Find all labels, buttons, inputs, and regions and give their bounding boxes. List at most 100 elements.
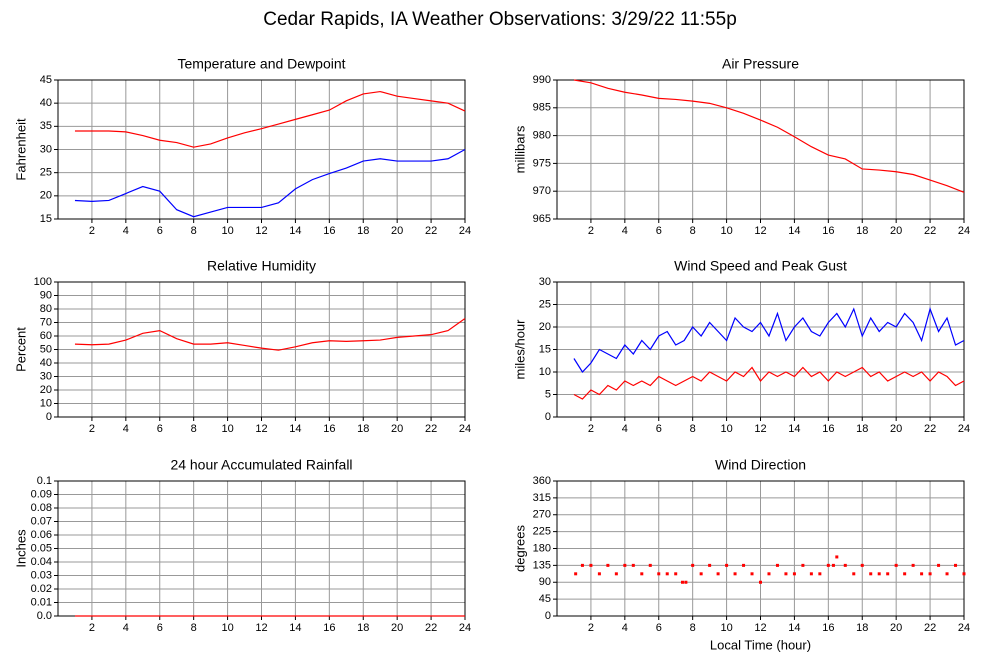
x-tick-label: 22	[425, 622, 437, 634]
y-tick-label: 25	[539, 298, 551, 310]
x-tick-label: 14	[788, 423, 800, 435]
x-tick-label: 6	[656, 423, 662, 435]
x-tick-label: 10	[221, 225, 233, 237]
y-axis-label: millibars	[512, 125, 527, 173]
y-tick-label: 20	[40, 190, 52, 202]
y-axis-label: Inches	[13, 529, 28, 568]
data-point	[784, 572, 788, 576]
y-tick-label: 975	[533, 157, 551, 169]
x-tick-label: 24	[459, 423, 471, 435]
data-point	[657, 572, 661, 576]
x-tick-label: 10	[720, 622, 732, 634]
x-tick-label: 22	[425, 225, 437, 237]
x-tick-label: 12	[754, 622, 766, 634]
y-tick-label: 360	[533, 475, 551, 487]
data-point	[606, 563, 610, 567]
x-tick-label: 4	[622, 225, 628, 237]
x-tick-label: 16	[822, 622, 834, 634]
y-tick-label: 30	[539, 276, 551, 288]
data-point	[903, 572, 907, 576]
y-tick-label: 20	[539, 321, 551, 333]
y-tick-label: 135	[533, 559, 551, 571]
data-point	[640, 572, 644, 576]
data-point	[665, 572, 669, 576]
page-title: Cedar Rapids, IA Weather Observations: 3…	[263, 9, 737, 30]
x-tick-label: 2	[89, 622, 95, 634]
x-tick-label: 2	[588, 225, 594, 237]
data-point	[631, 563, 635, 567]
data-point	[928, 572, 932, 576]
y-tick-label: 90	[539, 576, 551, 588]
y-tick-label: 70	[40, 316, 52, 328]
x-tick-label: 12	[754, 423, 766, 435]
data-point	[725, 563, 729, 567]
x-tick-label: 14	[289, 225, 301, 237]
data-point	[954, 563, 958, 567]
data-point	[699, 572, 703, 576]
y-tick-label: 970	[533, 185, 551, 197]
x-tick-label: 24	[958, 225, 970, 237]
y-tick-label: 40	[40, 97, 52, 109]
x-tick-label: 18	[357, 225, 369, 237]
x-tick-label: 8	[191, 225, 197, 237]
x-tick-label: 18	[856, 622, 868, 634]
x-tick-label: 10	[720, 423, 732, 435]
x-tick-label: 2	[89, 225, 95, 237]
y-tick-label: 5	[545, 388, 551, 400]
x-tick-label: 22	[924, 225, 936, 237]
x-tick-label: 10	[221, 423, 233, 435]
x-tick-label: 16	[822, 423, 834, 435]
data-point	[945, 572, 949, 576]
x-tick-label: 20	[890, 622, 902, 634]
data-point	[818, 572, 822, 576]
y-tick-label: 50	[40, 343, 52, 355]
data-point	[691, 563, 695, 567]
x-tick-label: 4	[622, 622, 628, 634]
data-point	[869, 572, 873, 576]
x-tick-label: 4	[123, 225, 129, 237]
data-point	[750, 572, 754, 576]
subplot-title: Wind Speed and Peak Gust	[674, 258, 847, 274]
x-tick-label: 2	[588, 622, 594, 634]
x-tick-label: 16	[323, 423, 335, 435]
x-tick-label: 24	[958, 423, 970, 435]
data-point	[826, 563, 830, 567]
subplot-title: Wind Direction	[715, 457, 806, 473]
x-tick-label: 20	[391, 622, 403, 634]
x-tick-label: 6	[157, 225, 163, 237]
data-point	[809, 572, 813, 576]
y-tick-label: 30	[40, 370, 52, 382]
y-axis-label: Percent	[13, 327, 28, 372]
y-tick-label: 35	[40, 120, 52, 132]
y-axis-label: miles/hour	[512, 319, 527, 380]
y-tick-label: 980	[533, 130, 551, 142]
x-tick-label: 6	[656, 225, 662, 237]
x-tick-label: 14	[788, 622, 800, 634]
data-line	[573, 366, 965, 400]
data-line	[573, 79, 965, 193]
x-tick-label: 2	[89, 423, 95, 435]
x-tick-label: 20	[391, 423, 403, 435]
data-point	[937, 563, 941, 567]
data-point	[877, 572, 881, 576]
x-tick-label: 10	[221, 622, 233, 634]
x-tick-label: 8	[690, 225, 696, 237]
data-line	[573, 307, 965, 373]
data-point	[733, 572, 737, 576]
data-point	[767, 572, 771, 576]
y-tick-label: 0	[545, 411, 551, 423]
data-point	[623, 563, 627, 567]
x-tick-label: 18	[856, 423, 868, 435]
x-tick-label: 16	[323, 225, 335, 237]
data-point	[674, 572, 678, 576]
plot-frame	[556, 79, 965, 220]
data-point	[580, 563, 584, 567]
y-tick-label: 60	[40, 330, 52, 342]
y-tick-label: 20	[40, 384, 52, 396]
data-point	[716, 572, 720, 576]
x-tick-label: 14	[289, 423, 301, 435]
y-tick-label: 45	[539, 593, 551, 605]
y-tick-label: 0.06	[31, 529, 52, 541]
x-tick-label: 24	[459, 225, 471, 237]
